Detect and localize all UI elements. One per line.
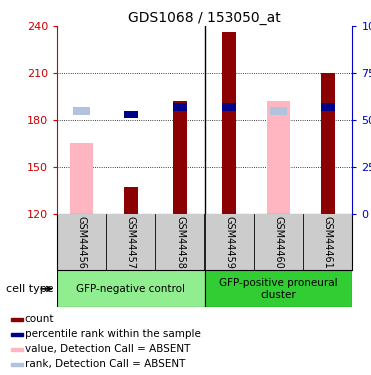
Text: GFP-negative control: GFP-negative control — [76, 284, 185, 294]
Text: GSM44458: GSM44458 — [175, 216, 185, 268]
Bar — [57, 270, 205, 307]
Bar — [267, 101, 290, 214]
Bar — [73, 107, 90, 115]
Bar — [321, 73, 335, 214]
Text: cell type: cell type — [6, 284, 54, 294]
Bar — [222, 103, 236, 111]
Bar — [173, 101, 187, 214]
Text: GFP-positive proneural
cluster: GFP-positive proneural cluster — [219, 278, 338, 300]
Bar — [11, 363, 23, 366]
Text: percentile rank within the sample: percentile rank within the sample — [24, 329, 200, 339]
Text: GSM44456: GSM44456 — [76, 216, 86, 268]
Text: GSM44460: GSM44460 — [273, 216, 283, 268]
Text: value, Detection Call = ABSENT: value, Detection Call = ABSENT — [24, 344, 190, 354]
Bar — [11, 348, 23, 351]
Bar — [124, 111, 138, 118]
Title: GDS1068 / 153050_at: GDS1068 / 153050_at — [128, 11, 281, 25]
Bar — [124, 187, 138, 214]
Bar — [11, 318, 23, 321]
Bar — [222, 33, 236, 214]
Bar — [11, 333, 23, 336]
Text: count: count — [24, 314, 54, 324]
Bar — [270, 107, 287, 115]
Text: rank, Detection Call = ABSENT: rank, Detection Call = ABSENT — [24, 360, 185, 369]
Bar — [173, 103, 187, 111]
Text: GSM44457: GSM44457 — [126, 216, 136, 268]
Bar — [70, 143, 93, 214]
Bar — [205, 270, 352, 307]
Text: GSM44459: GSM44459 — [224, 216, 234, 268]
Bar — [321, 103, 335, 111]
Text: GSM44461: GSM44461 — [323, 216, 333, 268]
